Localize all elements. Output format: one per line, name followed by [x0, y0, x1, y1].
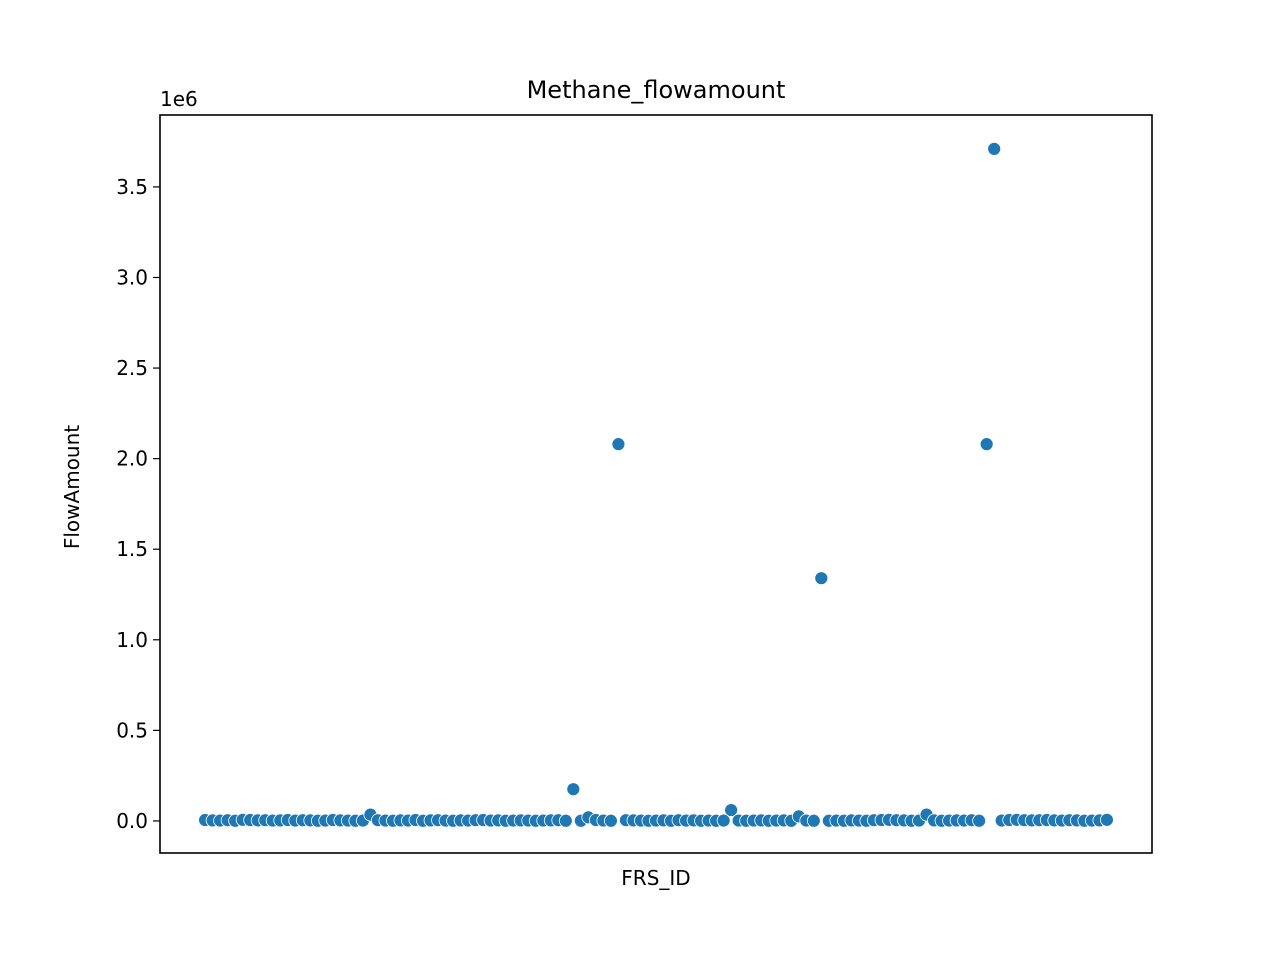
y-tick-label: 2.0 [116, 447, 148, 471]
point [1100, 812, 1114, 827]
y-axis-label: FlowAmount [60, 425, 84, 549]
y-offset-label: 1e6 [160, 87, 198, 111]
point [987, 141, 1002, 156]
point [972, 813, 987, 828]
y-tick-label: 1.5 [116, 537, 148, 561]
plot-frame [159, 114, 1153, 854]
y-tick-label: 1.0 [116, 628, 148, 652]
chart-title: Methane_flowamount [527, 76, 786, 104]
y-tick-label: 3.5 [116, 175, 148, 199]
point [806, 813, 821, 828]
y-tick-label: 2.5 [116, 356, 148, 380]
x-axis-label: FRS_ID [621, 866, 690, 890]
point [604, 813, 618, 828]
point [716, 813, 731, 828]
point [566, 782, 581, 797]
y-tick-label: 3.0 [116, 265, 148, 289]
y-tick-label: 0.5 [116, 718, 148, 742]
point [558, 813, 573, 828]
point [724, 803, 739, 817]
point [814, 571, 829, 586]
point [611, 437, 626, 452]
point [979, 437, 994, 452]
y-tick-label: 0.0 [116, 809, 148, 833]
